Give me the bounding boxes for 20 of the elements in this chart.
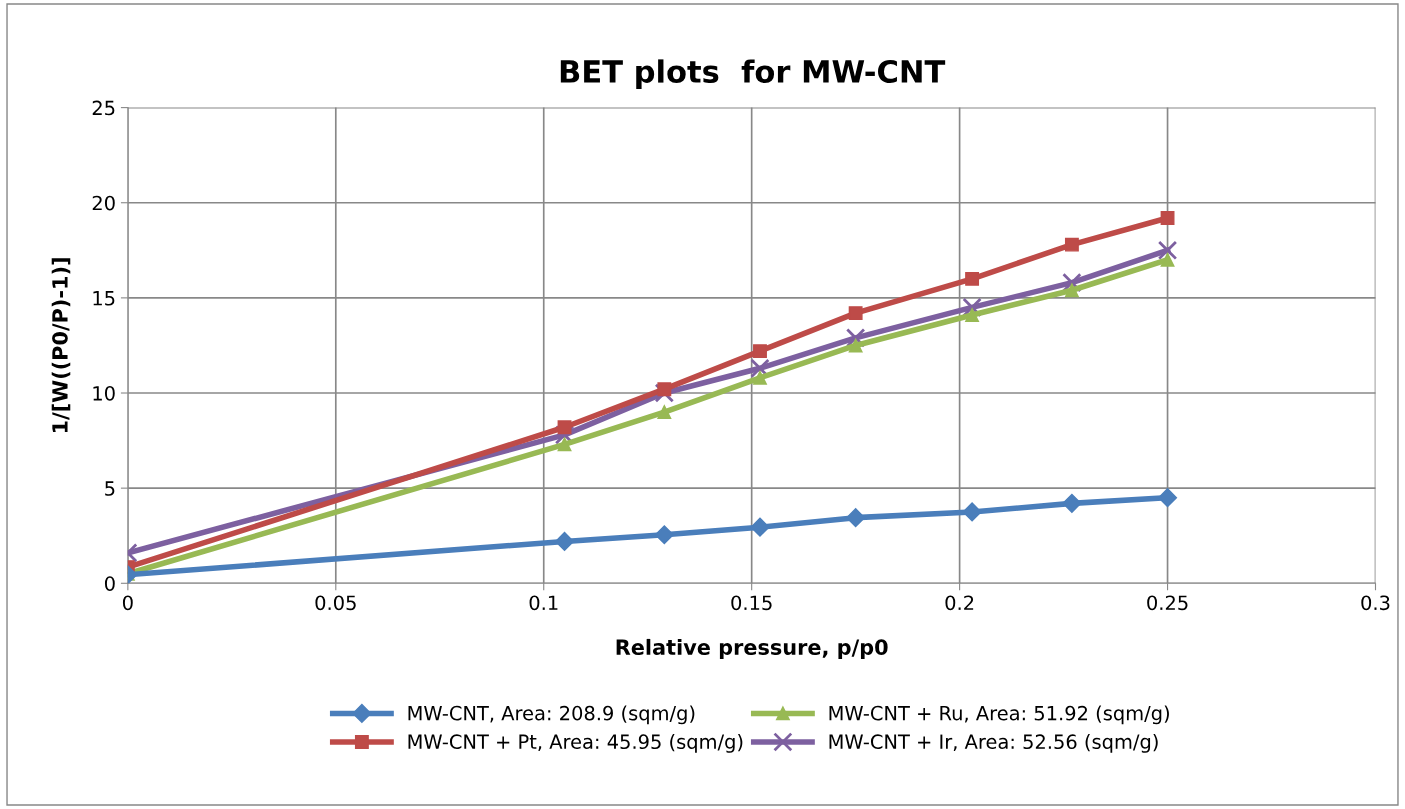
y-tick-label: 0 bbox=[104, 576, 115, 591]
x-axis-title: Relative pressure, p/p0 bbox=[616, 638, 888, 660]
legend-label: MW-CNT, Area: 208.9 (sqm/g) bbox=[408, 705, 695, 725]
y-tick-label: 25 bbox=[92, 100, 115, 116]
y-tick-label: 15 bbox=[93, 291, 115, 306]
x-tick-label: 0.1 bbox=[529, 595, 558, 611]
y-tick-label: 20 bbox=[92, 195, 115, 211]
x-tick-label: 0.2 bbox=[945, 595, 974, 611]
x-tick-label: 0.25 bbox=[1147, 595, 1188, 611]
y-tick-label: 5 bbox=[105, 481, 115, 496]
x-tick-label: 0.05 bbox=[315, 595, 356, 611]
legend-label: MW-CNT + Ir, Area: 52.56 (sqm/g) bbox=[829, 734, 1158, 753]
x-tick-label: 0 bbox=[122, 595, 133, 611]
y-tick-label: 10 bbox=[93, 385, 115, 401]
legend-label: MW-CNT + Ru, Area: 51.92 (sqm/g) bbox=[829, 705, 1169, 725]
legend-label: MW-CNT + Pt, Area: 45.95 (sqm/g) bbox=[408, 734, 743, 753]
x-tick-label: 0.15 bbox=[731, 595, 772, 611]
y-axis-title: 1/[W((P0/P)-1)] bbox=[51, 258, 71, 433]
x-tick-label: 0.3 bbox=[1361, 595, 1390, 611]
chart-title: BET plots for MW-CNT bbox=[560, 59, 946, 89]
